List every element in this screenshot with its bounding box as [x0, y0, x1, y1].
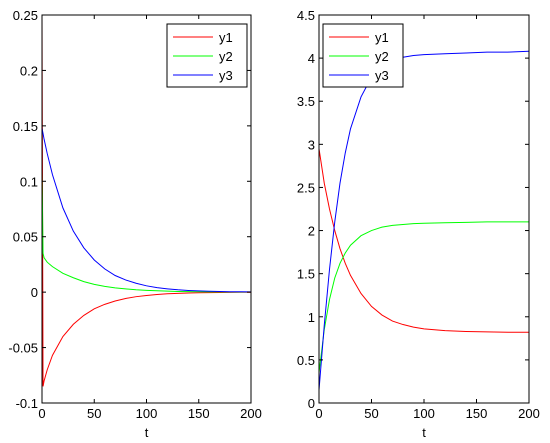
x-tick-label: 100 [413, 406, 435, 421]
plot-panel-1: 0 50 100 150 200 -0.1 -0.05 0 0.05 0.1 0.15 0.2 0.25… [8, 8, 261, 440]
x-tick-label: 50 [87, 406, 101, 421]
y-tick-label: 0 [31, 285, 38, 300]
y-tick-label: 0.15 [13, 119, 38, 134]
legend-label-y2: y2 [375, 49, 389, 64]
x-tick-label: 150 [466, 406, 488, 421]
y-tick-label: 1.5 [297, 267, 315, 282]
y-tick-label: 0.2 [20, 63, 38, 78]
y-tick-label: 0.5 [297, 353, 315, 368]
y-tick-label: 4 [308, 51, 315, 66]
x-axis-label: t [145, 425, 149, 440]
y-tick-label: 0.1 [20, 174, 38, 189]
y-tick-label: 0.05 [13, 230, 38, 245]
x-tick-label: 200 [240, 406, 262, 421]
x-tick-label: 150 [188, 406, 210, 421]
y-tick-label: 4.5 [297, 8, 315, 23]
y-tick-label: 3 [308, 137, 315, 152]
legend-label-y1: y1 [375, 30, 389, 45]
y-tick-label: 2.5 [297, 180, 315, 195]
y-tick-label: -0.1 [16, 396, 38, 411]
legend-label-y1: y1 [219, 30, 233, 45]
x-tick-label: 0 [315, 406, 322, 421]
y-tick-label: 2 [308, 224, 315, 239]
series-line-y1 [41, 14, 251, 387]
legend: y1 y2 y3 [166, 23, 248, 88]
y-tick-label: 0.25 [13, 8, 38, 23]
series-line-y1 [318, 148, 529, 333]
x-tick-label: 50 [364, 406, 378, 421]
series-line-y2 [318, 221, 529, 373]
plot-panel-2: 0 50 100 150 200 0 0.5 1 1.5 2 2.5 3 3.5 4 4.5 t y1 y2 y3 [297, 8, 540, 440]
legend-label-y3: y3 [219, 68, 233, 83]
series-line-y3 [41, 127, 252, 293]
y-tick-label: 3.5 [297, 94, 315, 109]
x-tick-label: 100 [136, 406, 158, 421]
series-line-y2 [41, 170, 251, 293]
x-tick-label: 200 [518, 406, 540, 421]
legend: y1 y2 y3 [322, 23, 404, 88]
x-tick-label: 0 [38, 406, 45, 421]
y-tick-label: 0 [308, 396, 315, 411]
y-tick-label: -0.05 [8, 341, 38, 356]
y-tick-label: 1 [308, 310, 315, 325]
x-axis-label: t [422, 425, 426, 440]
legend-label-y2: y2 [219, 49, 233, 64]
legend-label-y3: y3 [375, 68, 389, 83]
